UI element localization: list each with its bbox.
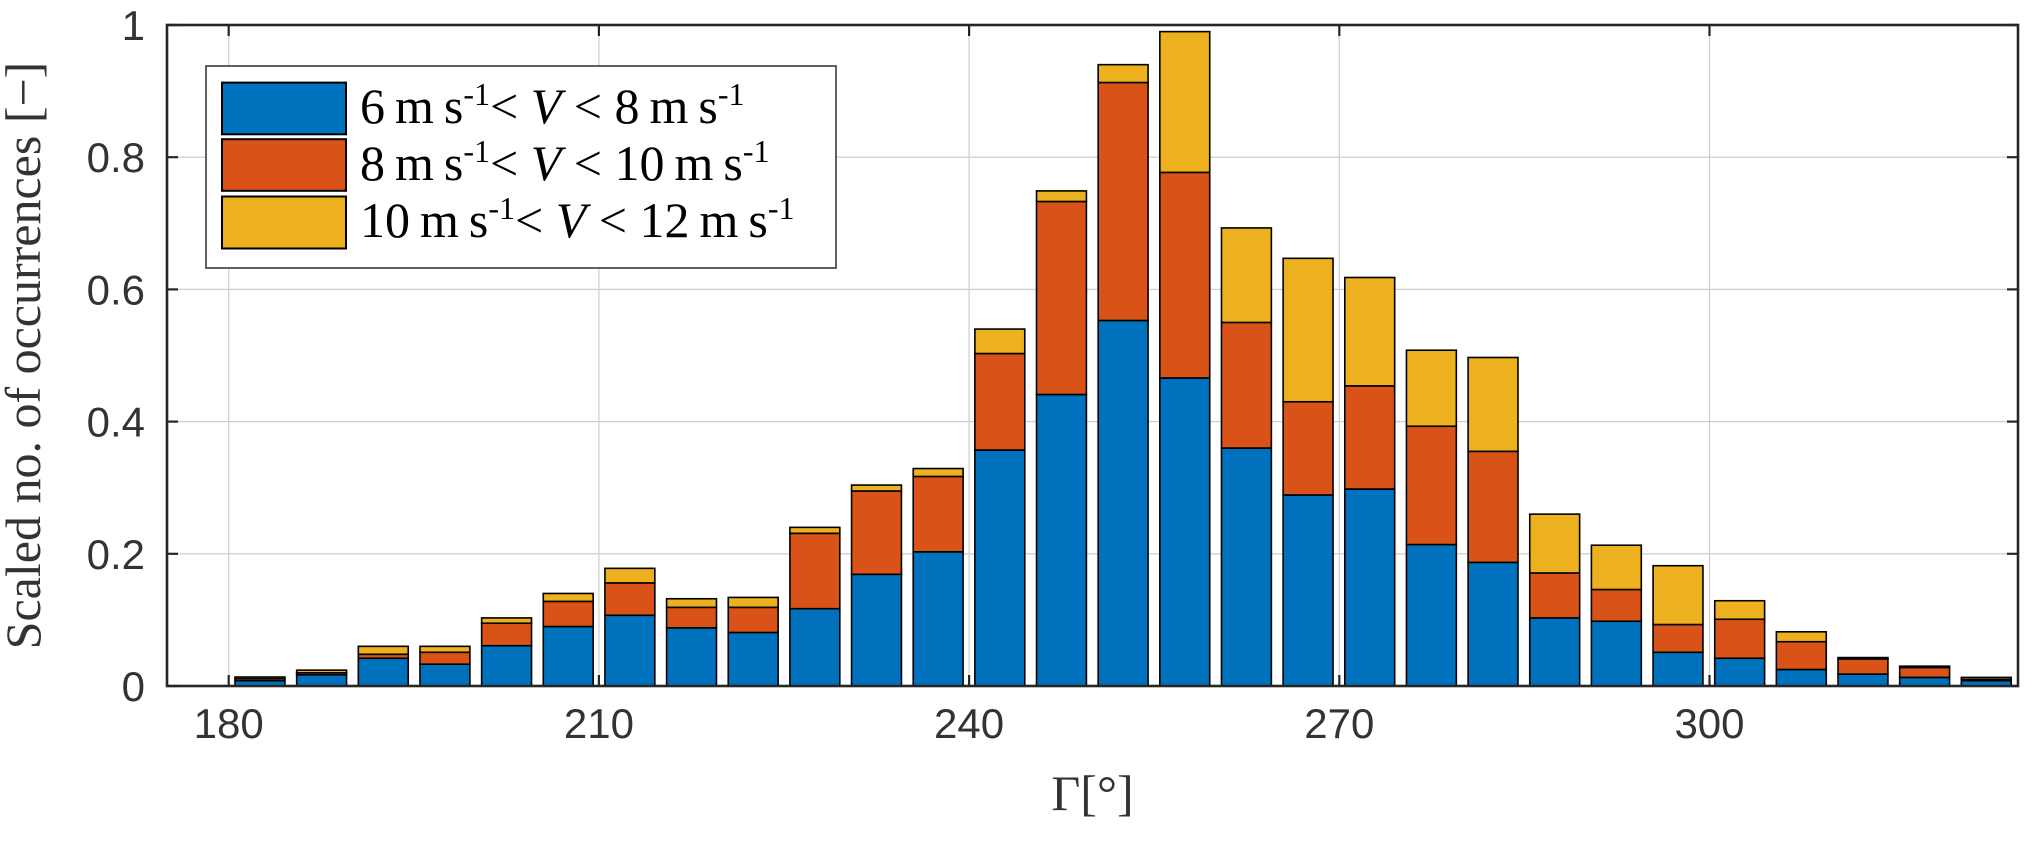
- svg-text:210: 210: [564, 700, 634, 747]
- svg-text:300: 300: [1674, 700, 1744, 747]
- svg-text:10 m s-1< V < 12 m s-1: 10 m s-1< V < 12 m s-1: [360, 190, 795, 248]
- svg-text:270: 270: [1304, 700, 1374, 747]
- svg-text:Γ[°]: Γ[°]: [1051, 765, 1133, 821]
- svg-text:0.4: 0.4: [87, 399, 145, 446]
- svg-text:0.2: 0.2: [87, 531, 145, 578]
- svg-text:0.6: 0.6: [87, 266, 145, 313]
- svg-text:1: 1: [122, 2, 145, 49]
- svg-text:0.8: 0.8: [87, 134, 145, 181]
- svg-text:180: 180: [194, 700, 264, 747]
- svg-text:240: 240: [934, 700, 1004, 747]
- svg-text:8 m s-1< V < 10 m s-1: 8 m s-1< V < 10 m s-1: [360, 133, 770, 191]
- svg-text:0: 0: [122, 663, 145, 710]
- svg-text:6 m s-1< V < 8 m s-1: 6 m s-1< V < 8 m s-1: [360, 76, 745, 134]
- svg-text:Scaled no. of occurrences [−]: Scaled no. of occurrences [−]: [0, 62, 51, 650]
